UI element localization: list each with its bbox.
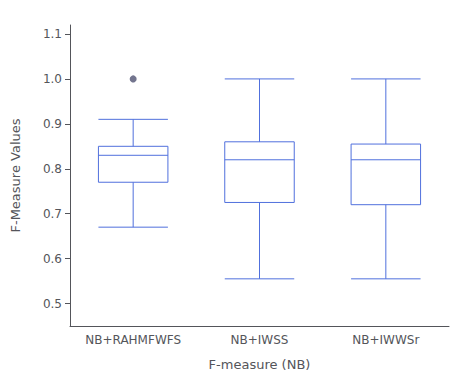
- svg-text:0.5: 0.5: [43, 297, 62, 311]
- svg-text:0.7: 0.7: [43, 207, 62, 221]
- svg-text:1.1: 1.1: [43, 27, 62, 41]
- svg-text:F-measure (NB): F-measure (NB): [209, 357, 311, 372]
- svg-text:1.0: 1.0: [43, 72, 62, 86]
- svg-text:F-Measure Values: F-Measure Values: [8, 118, 23, 232]
- svg-text:NB+RAHMFWFS: NB+RAHMFWFS: [85, 333, 181, 347]
- svg-text:NB+IWWSr: NB+IWWSr: [352, 333, 419, 347]
- svg-text:0.9: 0.9: [43, 117, 62, 131]
- svg-text:NB+IWSS: NB+IWSS: [231, 333, 289, 347]
- svg-text:0.6: 0.6: [43, 252, 62, 266]
- svg-text:0.8: 0.8: [43, 162, 62, 176]
